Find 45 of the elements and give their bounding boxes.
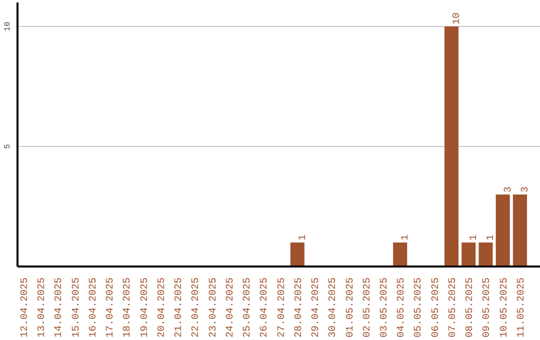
x-tick-label: 13.04.2025 <box>37 277 48 338</box>
x-tick-label: 12.04.2025 <box>20 277 31 338</box>
bar <box>512 194 527 266</box>
data-label: 1 <box>298 234 309 240</box>
bar <box>496 194 510 266</box>
x-tick-label: 20.04.2025 <box>156 277 168 338</box>
bar <box>462 242 476 266</box>
x-tick-label: 09.05.2025 <box>482 277 494 338</box>
x-tick-label: 25.04.2025 <box>242 277 254 338</box>
x-tick-label: 14.04.2025 <box>54 277 66 338</box>
x-tick-label: 01.05.2025 <box>345 277 356 338</box>
bar <box>478 242 493 266</box>
bar <box>290 242 304 266</box>
x-tick-label: 06.05.2025 <box>430 277 442 338</box>
data-label: 3 <box>503 186 514 192</box>
x-tick-label: 11.05.2025 <box>516 277 528 338</box>
bar <box>393 242 408 266</box>
x-tick-label: 04.05.2025 <box>396 277 408 338</box>
x-tick-label: 19.04.2025 <box>140 277 151 338</box>
x-tick-label: 22.04.2025 <box>191 277 202 338</box>
x-tick-label: 27.04.2025 <box>276 277 288 338</box>
x-tick-label: 02.05.2025 <box>362 277 374 338</box>
x-tick-label: 29.04.2025 <box>311 277 322 338</box>
data-label: 10 <box>452 12 463 24</box>
x-tick-label: 17.04.2025 <box>106 277 117 338</box>
data-label: 1 <box>486 234 498 240</box>
x-tick-label: 18.04.2025 <box>122 277 134 338</box>
x-tick-label: 23.04.2025 <box>208 277 220 338</box>
x-tick-label: 21.04.2025 <box>174 277 186 338</box>
x-tick-label: 03.05.2025 <box>380 277 390 338</box>
x-tick-label: 08.05.2025 <box>465 277 476 338</box>
x-tick-label: 07.05.2025 <box>448 277 459 338</box>
data-label: 1 <box>400 234 412 240</box>
bar <box>444 26 458 266</box>
x-tick-label: 10.05.2025 <box>499 277 510 338</box>
data-label: 1 <box>469 234 480 240</box>
x-tick-label: 15.04.2025 <box>71 277 82 338</box>
x-tick-label: 28.04.2025 <box>294 277 305 338</box>
data-label: 3 <box>520 186 532 192</box>
x-tick-label: 16.04.2025 <box>88 277 100 338</box>
y-tick-label: 5 <box>4 144 12 149</box>
x-tick-label: 24.04.2025 <box>225 277 236 338</box>
x-tick-label: 26.04.2025 <box>260 277 271 338</box>
x-tick-label: 05.05.2025 <box>414 277 425 338</box>
x-tick-label: 30.04.2025 <box>328 277 340 338</box>
